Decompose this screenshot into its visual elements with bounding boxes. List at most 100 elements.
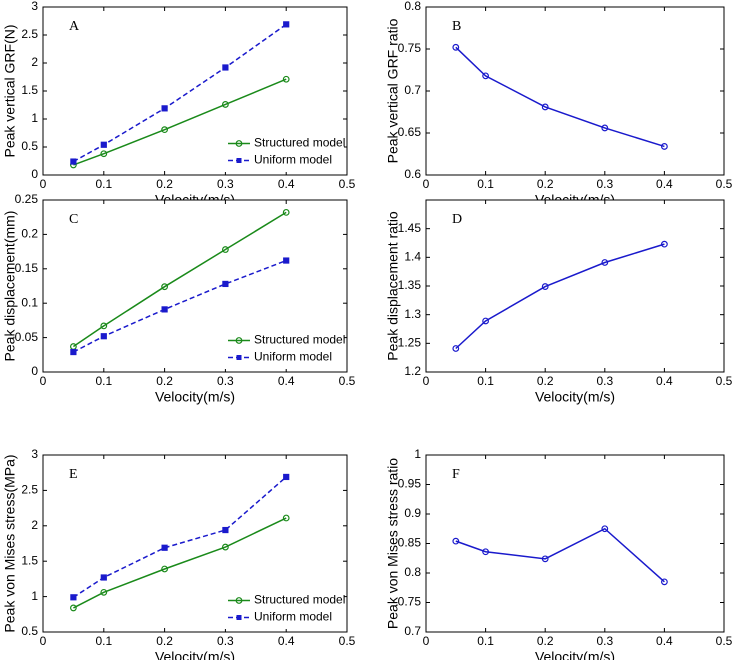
y-tick-label: 1: [414, 447, 421, 461]
y-tick-label: 3: [31, 0, 38, 13]
x-axis-label: Velocity(m/s): [155, 389, 235, 405]
x-tick-label: 0.4: [656, 177, 673, 191]
x-tick-label: 0.5: [716, 634, 733, 648]
marker: [100, 141, 107, 148]
legend-marker: [235, 597, 243, 604]
x-tick-label: 0.1: [95, 177, 112, 191]
marker: [482, 72, 490, 80]
series-line: [73, 517, 287, 609]
legend-box: [224, 329, 344, 369]
y-tick-label: 0.75: [398, 41, 422, 55]
panel: 0 0.1 0.2 0.3 0.4 0.5 0 0.05 0.1 0.15 0.2 0.25 Veloc…: [2, 192, 356, 405]
marker: [222, 64, 229, 71]
legend-label: Uniform model: [254, 153, 332, 167]
x-tick-label: 0.2: [156, 374, 173, 388]
y-tick-label: 1.5: [21, 83, 38, 97]
x-tick-label: 0: [423, 374, 430, 388]
series-line: [73, 78, 287, 166]
marker: [282, 514, 290, 522]
y-tick-label: 0.5: [21, 139, 38, 153]
x-axis-label: Velocity(m/s): [535, 389, 615, 405]
marker: [100, 322, 108, 330]
panel: 0 0.1 0.2 0.3 0.4 0.5 1.2 1.25 1.3 1.35 1.4 1.45 Vel…: [385, 199, 733, 405]
plot-area: [425, 199, 725, 373]
y-tick-label: 0.2: [21, 227, 38, 241]
y-tick-label: 3: [31, 447, 38, 461]
y-tick-label: 2.5: [21, 27, 38, 41]
legend-label: Uniform model: [254, 610, 332, 624]
legend-marker: [236, 615, 242, 620]
marker: [161, 126, 169, 134]
y-axis-label: Peak displacement ratio: [385, 211, 401, 361]
y-tick-label: 0.5: [21, 624, 38, 638]
marker: [100, 588, 108, 596]
y-tick-label: 1.2: [404, 364, 421, 378]
marker: [283, 257, 290, 264]
y-tick-label: 0.95: [398, 477, 422, 491]
y-axis-label: Peak von Mises stress ratio: [385, 458, 401, 629]
y-tick-label: 2: [31, 518, 38, 532]
series-line: [72, 476, 287, 598]
y-tick-label: 0.8: [404, 565, 421, 579]
y-tick-label: 0.15: [15, 261, 39, 275]
x-tick-label: 0.3: [217, 634, 234, 648]
x-axis-label: Velocity(m/s): [535, 649, 615, 660]
marker: [161, 283, 169, 291]
x-tick-label: 0.5: [716, 374, 733, 388]
marker: [482, 548, 490, 556]
x-tick-label: 0.4: [278, 374, 295, 388]
x-tick-label: 0.4: [656, 374, 673, 388]
marker: [221, 543, 229, 551]
x-tick-label: 0.2: [156, 177, 173, 191]
marker: [69, 604, 77, 612]
marker: [541, 555, 549, 563]
x-tick-label: 0.3: [596, 634, 613, 648]
y-tick-label: 1.3: [404, 307, 421, 321]
marker: [221, 246, 229, 253]
legend-box: [224, 132, 344, 172]
x-tick-label: 0.1: [95, 374, 112, 388]
x-tick-label: 0.5: [339, 374, 356, 388]
y-tick-label: 0: [31, 364, 38, 378]
legend-box: [224, 589, 344, 629]
y-tick-label: 1.45: [398, 221, 422, 235]
y-tick-label: 0.1: [21, 295, 38, 309]
x-tick-label: 0.2: [537, 374, 554, 388]
panel-label: E: [69, 467, 78, 482]
marker: [222, 280, 229, 288]
y-tick-label: 1.5: [21, 553, 38, 567]
panel-label: C: [69, 212, 78, 227]
x-tick-label: 0: [40, 177, 47, 191]
y-tick-label: 0.8: [404, 0, 421, 13]
x-tick-label: 0.3: [596, 374, 613, 388]
x-tick-label: 0: [40, 374, 47, 388]
y-axis-label: Peak displacement(mm): [2, 211, 18, 362]
y-tick-label: 1: [31, 111, 38, 125]
x-tick-label: 0.1: [477, 374, 494, 388]
marker: [282, 208, 290, 216]
series-line: [72, 211, 287, 348]
x-tick-label: 0.3: [596, 177, 613, 191]
x-tick-label: 0.4: [278, 177, 295, 191]
legend-label: Uniform model: [254, 350, 332, 364]
marker: [482, 317, 490, 325]
y-tick-label: 1.35: [398, 278, 422, 292]
y-tick-label: 2.5: [21, 483, 38, 497]
marker: [100, 150, 108, 158]
y-tick-label: 0.65: [398, 125, 422, 139]
y-tick-label: 0.7: [404, 83, 421, 97]
panel-label: B: [452, 19, 461, 34]
legend-marker: [236, 355, 242, 360]
y-tick-label: 2: [31, 55, 38, 69]
marker: [601, 259, 609, 266]
marker: [161, 306, 168, 313]
legend-label: Structured model: [254, 333, 345, 347]
y-tick-label: 0.7: [404, 624, 421, 638]
marker: [661, 578, 668, 586]
panel: 0 0.1 0.2 0.3 0.4 0.5 0.7 0.75 0.8 0.85 0.9 0.95 1 Ve…: [385, 447, 733, 660]
x-tick-label: 0.2: [156, 634, 173, 648]
legend-label: Structured model: [254, 593, 345, 607]
series-line: [455, 46, 665, 148]
x-axis-label: Velocity(m/s): [155, 649, 235, 660]
marker: [161, 565, 169, 573]
